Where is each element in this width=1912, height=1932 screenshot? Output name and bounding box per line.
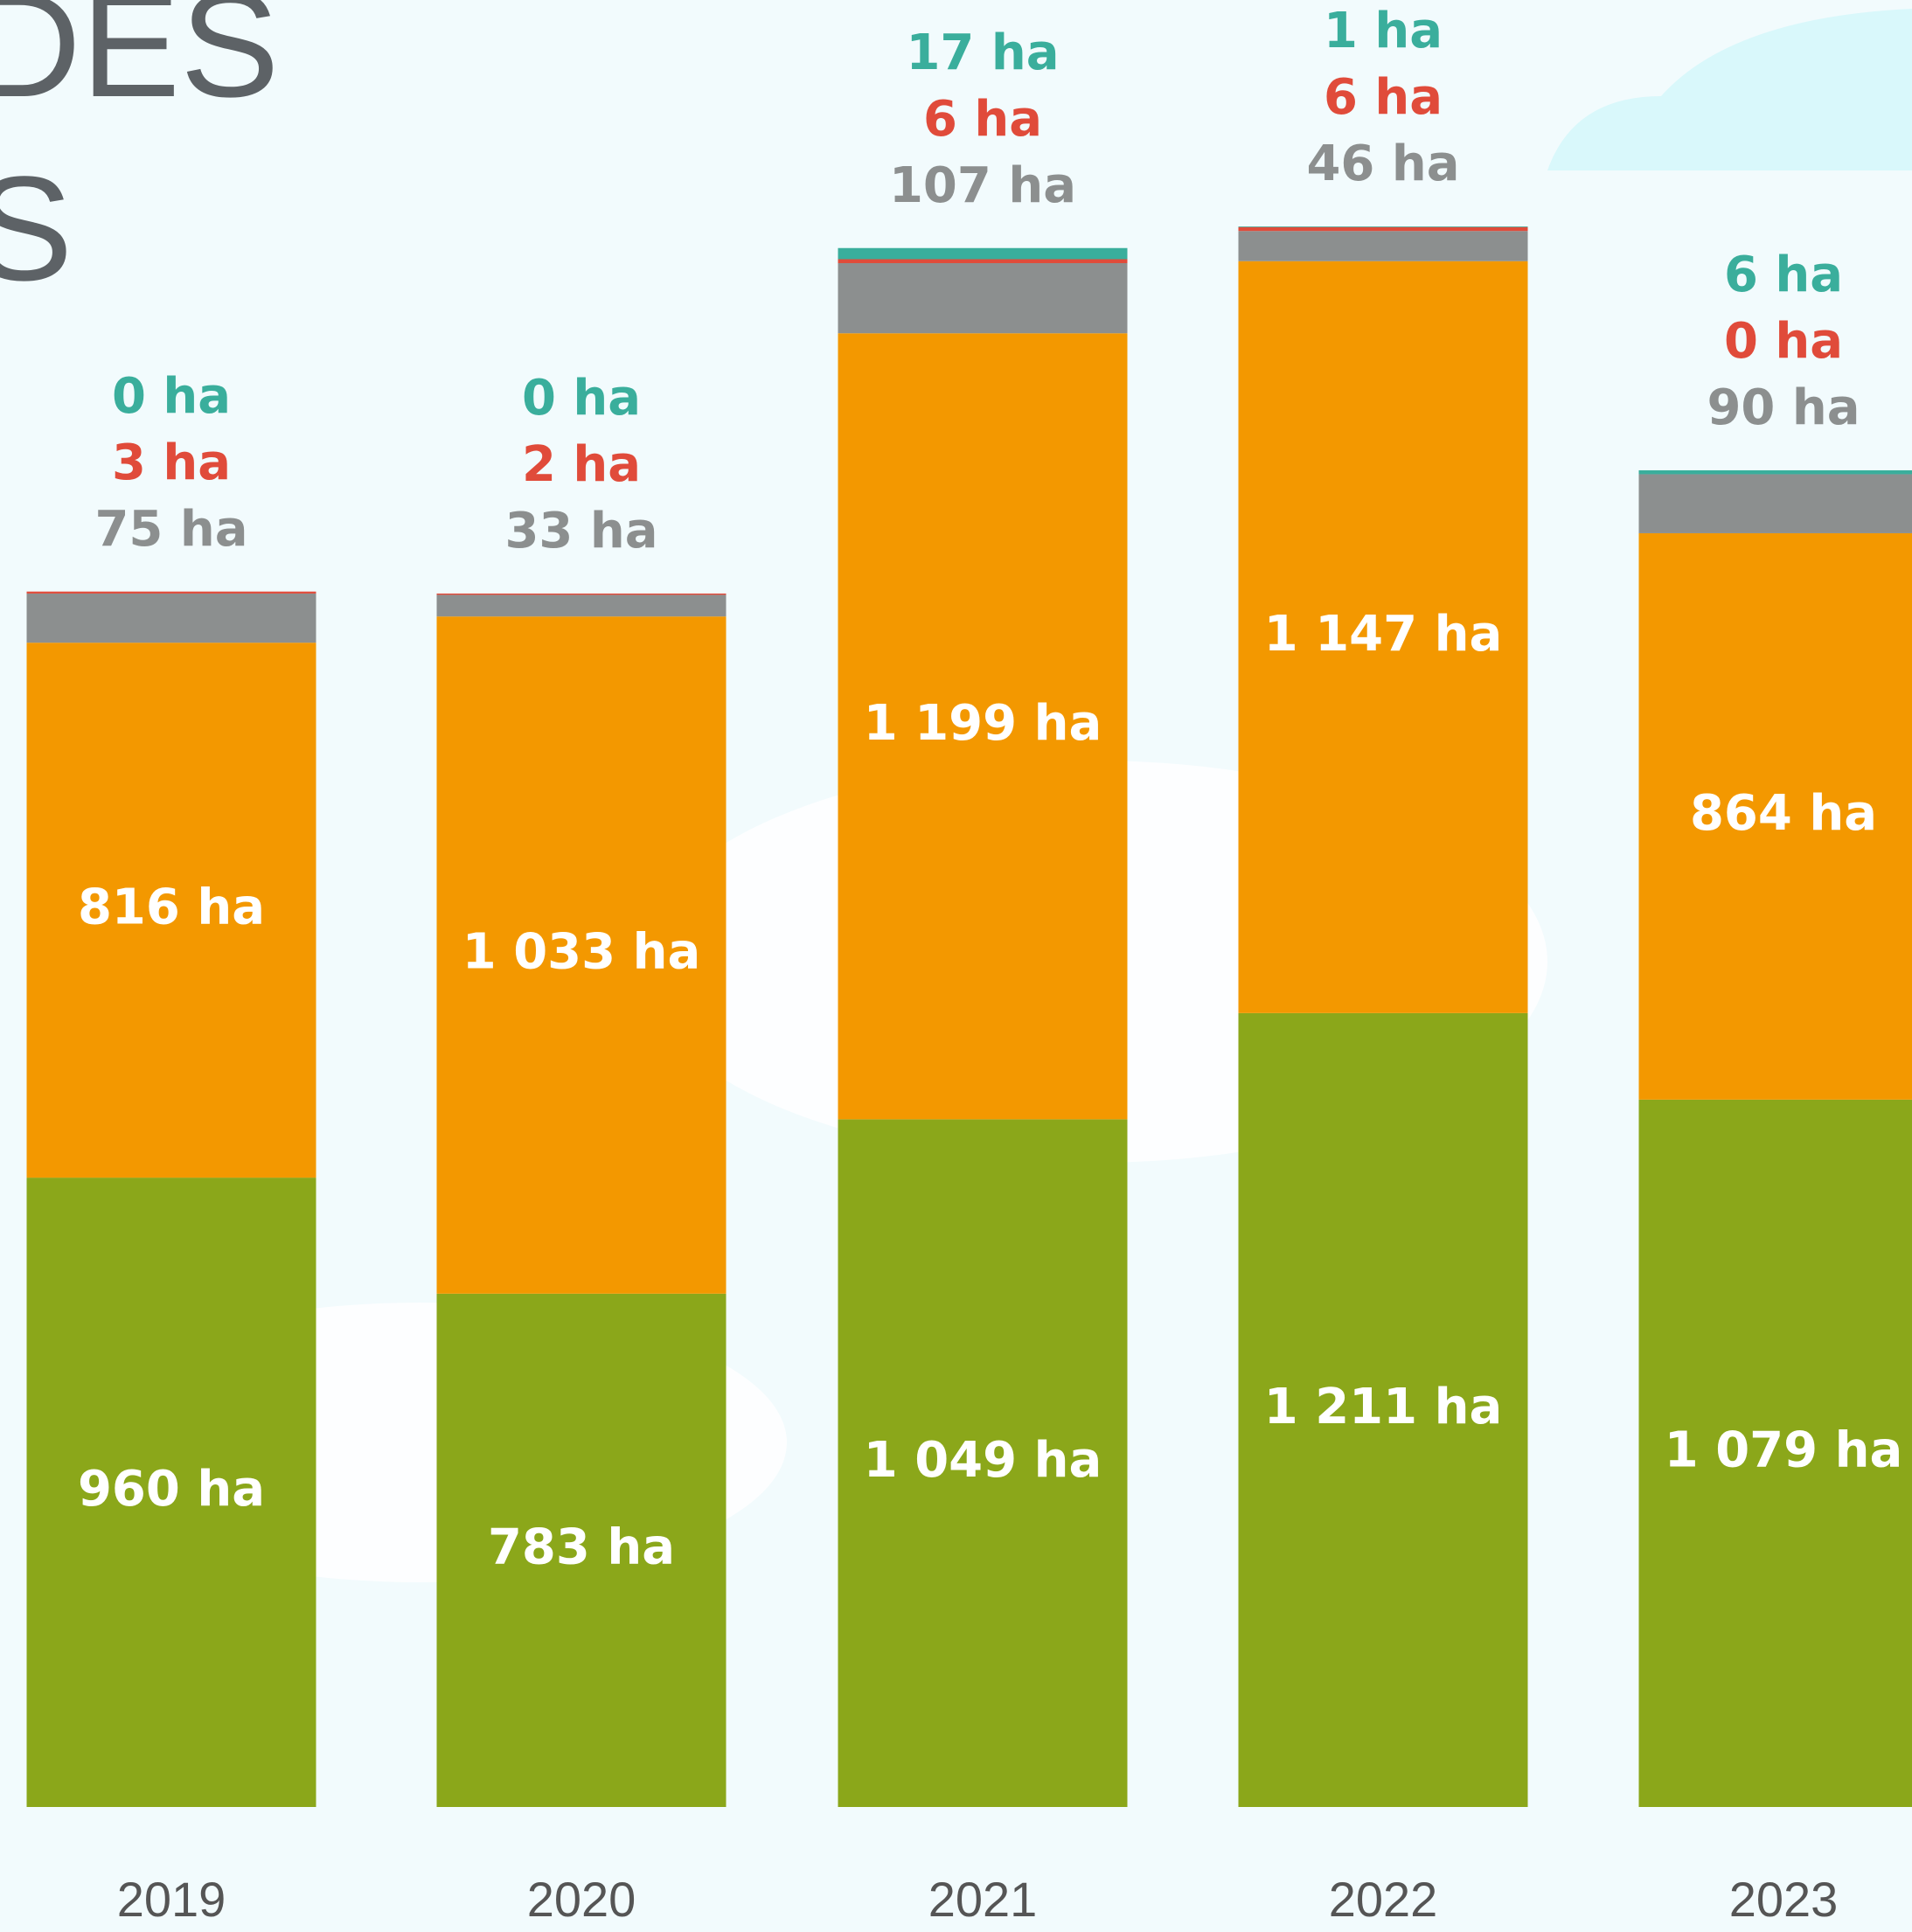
bar-segment [838,259,1128,262]
bar-segment [838,248,1128,260]
value-label: 1 033 ha [462,924,701,981]
bar-segment [1239,226,1528,227]
x-tick-label: 2019 [117,1872,226,1927]
bar-segment [1639,470,1912,474]
value-label: 1 049 ha [864,1432,1102,1489]
page: DES S 960 ha 816 ha 75 ha 3 ha 0 ha 2019 783 h… [0,0,1912,1932]
value-label: 107 ha [889,157,1076,214]
value-label: 1 079 ha [1665,1422,1903,1479]
value-label: 0 ha [522,370,641,427]
bar-segment [27,594,316,643]
value-label: 46 ha [1306,136,1459,192]
value-label: 0 ha [112,368,231,425]
bar-segment [437,594,727,616]
value-label: 1 ha [1324,3,1443,59]
value-label: 75 ha [94,501,247,558]
bar-segment [838,263,1128,333]
x-tick-label: 2020 [527,1872,636,1927]
title-line: S [0,146,73,312]
x-tick-label: 2023 [1729,1872,1839,1927]
value-label: 6 ha [1324,69,1443,126]
value-label: 1 147 ha [1264,606,1503,663]
bar-segment [1239,227,1528,231]
value-label: 90 ha [1707,379,1860,436]
bar-segment [27,592,316,594]
title-line: DES [0,0,280,129]
value-label: 816 ha [78,879,265,935]
value-label: 33 ha [504,503,657,559]
value-label: 17 ha [906,24,1059,81]
value-label: 6 ha [1724,247,1843,303]
value-label: 2 ha [522,436,641,493]
value-label: 6 ha [923,91,1042,148]
value-label: 1 211 ha [1264,1379,1503,1435]
value-label: 0 ha [1724,313,1843,370]
value-label: 3 ha [112,434,231,491]
x-tick-label: 2022 [1329,1872,1438,1927]
value-label: 783 ha [488,1519,675,1576]
bar-segment [1239,231,1528,261]
value-label: 960 ha [78,1461,265,1518]
value-label: 1 199 ha [864,695,1102,752]
x-tick-label: 2021 [928,1872,1038,1927]
value-label: 864 ha [1690,785,1877,842]
bar-segment [1639,474,1912,532]
cloud [1547,9,1912,170]
chart: DES S 960 ha 816 ha 75 ha 3 ha 0 ha 2019 783 h… [0,0,1912,1932]
